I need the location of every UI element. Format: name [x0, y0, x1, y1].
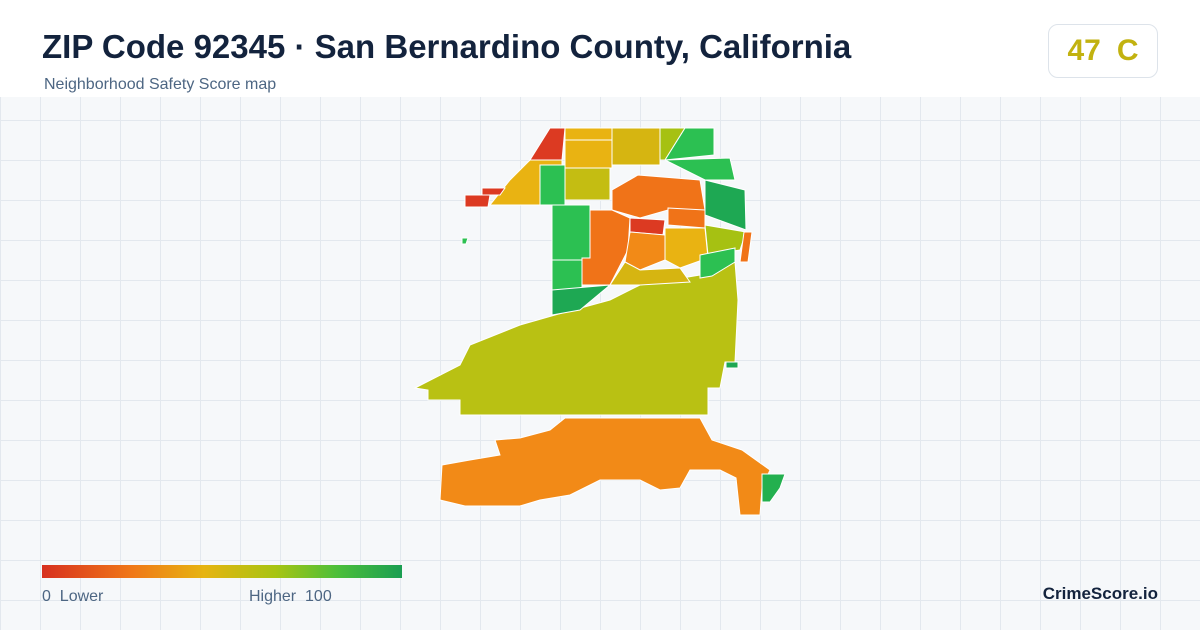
map-region: [667, 207, 706, 229]
map-region: [539, 164, 566, 206]
map-region: [551, 204, 591, 261]
map-region: [664, 157, 736, 181]
legend-max: 100: [305, 588, 332, 605]
map-region: [624, 231, 666, 271]
legend-min-label: Lower: [59, 588, 104, 605]
legend-max-group: Higher 100: [249, 588, 332, 606]
legend-min: 0: [42, 588, 51, 605]
map-region: [664, 227, 709, 269]
map-region: [564, 139, 613, 169]
map-region: [739, 231, 753, 263]
map-region: [413, 261, 739, 416]
map-region: [761, 473, 786, 503]
map-region: [564, 127, 613, 141]
legend-min-group: 0 Lower: [42, 588, 103, 606]
map-region: [481, 187, 506, 196]
map-region: [551, 284, 612, 316]
map-region: [704, 224, 747, 256]
map-region: [564, 167, 611, 201]
map-region: [464, 194, 491, 208]
map-region: [461, 237, 469, 245]
map-region: [704, 179, 747, 231]
map-region: [611, 174, 706, 219]
map-region: [725, 361, 739, 369]
score-value: 47: [1067, 34, 1101, 67]
map-region: [664, 127, 715, 161]
legend-gradient: [42, 565, 402, 578]
title: ZIP Code 92345 · San Bernardino County, …: [42, 28, 852, 65]
map-region: [551, 259, 583, 291]
score-grade: C: [1116, 34, 1139, 67]
legend-max-label: Higher: [249, 588, 297, 605]
map-region: [439, 417, 771, 516]
map-region: [529, 127, 566, 161]
score-badge: 47 C: [1048, 24, 1158, 78]
map-region: [699, 247, 736, 279]
subtitle: Neighborhood Safety Score map: [44, 76, 277, 93]
brand: CrimeScore.io: [1042, 584, 1158, 603]
map-region: [611, 127, 661, 166]
